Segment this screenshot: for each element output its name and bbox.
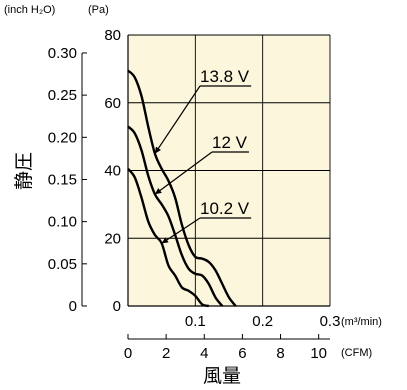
callout-arrowhead xyxy=(154,188,162,195)
cfm-tick-label: 2 xyxy=(162,345,170,362)
callout-leader xyxy=(161,217,201,244)
y-unit-left: (inch H₂O) xyxy=(4,4,55,16)
cfm-tick-label: 8 xyxy=(276,345,284,362)
callout-label: 13.8 V xyxy=(200,67,250,86)
callout-10-2-V: 10.2 V xyxy=(161,199,252,244)
callout-13-8-V: 13.8 V xyxy=(154,67,252,154)
inch-tick-label: 0.05 xyxy=(48,256,77,273)
callout-arrowhead xyxy=(154,146,161,154)
cfm-tick-label: 4 xyxy=(200,345,208,362)
series-line xyxy=(127,69,237,307)
callout-label: 12 V xyxy=(212,133,248,152)
inch-tick-label: 0.25 xyxy=(48,87,77,104)
callouts: 13.8 V 12 V 10.2 V xyxy=(154,67,252,244)
callout-label: 10.2 V xyxy=(200,199,250,218)
callout-leader xyxy=(154,85,201,154)
callout-leader xyxy=(154,151,213,195)
inch-tick-label: 0.10 xyxy=(48,214,77,231)
inch-tick-label: 0.15 xyxy=(48,171,77,188)
callout-arrowhead xyxy=(161,237,169,244)
x-unit-secondary: (CFM) xyxy=(341,347,372,359)
cfm-tick-label: 6 xyxy=(238,345,246,362)
inch-tick-label: 0.30 xyxy=(48,45,77,62)
series-line xyxy=(127,168,210,308)
pa-axis: 0 20 40 60 80 xyxy=(104,27,121,315)
x-unit-primary: (m³/min) xyxy=(341,316,382,328)
callout-12-V: 12 V xyxy=(154,133,249,195)
cfm-tick-label: 10 xyxy=(310,345,327,362)
m3-tick-label: 0.3 xyxy=(320,313,341,330)
pa-tick-label: 80 xyxy=(104,27,121,44)
m3-tick-label: 0.1 xyxy=(185,313,206,330)
x-axis-title: 風量 xyxy=(203,365,241,387)
m3-tick-label: 0.2 xyxy=(252,313,273,330)
y-axis-title: 静圧 xyxy=(13,152,35,190)
inch-tick-label: 0 xyxy=(69,298,77,315)
m3-axis: 0.1 0.2 0.3 xyxy=(185,313,341,330)
inch-tick-label: 0.20 xyxy=(48,129,77,146)
pa-tick-label: 20 xyxy=(104,230,121,247)
y-unit-right: (Pa) xyxy=(88,4,109,16)
cfm-axis: 0 2 4 6 8 10 xyxy=(124,334,330,362)
cfm-tick-label: 0 xyxy=(124,345,132,362)
inch-axis: 0 0.05 0.10 0.15 0.20 0.25 0.30 xyxy=(48,45,87,315)
pa-tick-label: 40 xyxy=(104,163,121,180)
pa-tick-label: 0 xyxy=(113,298,121,315)
pa-tick-label: 60 xyxy=(104,95,121,112)
